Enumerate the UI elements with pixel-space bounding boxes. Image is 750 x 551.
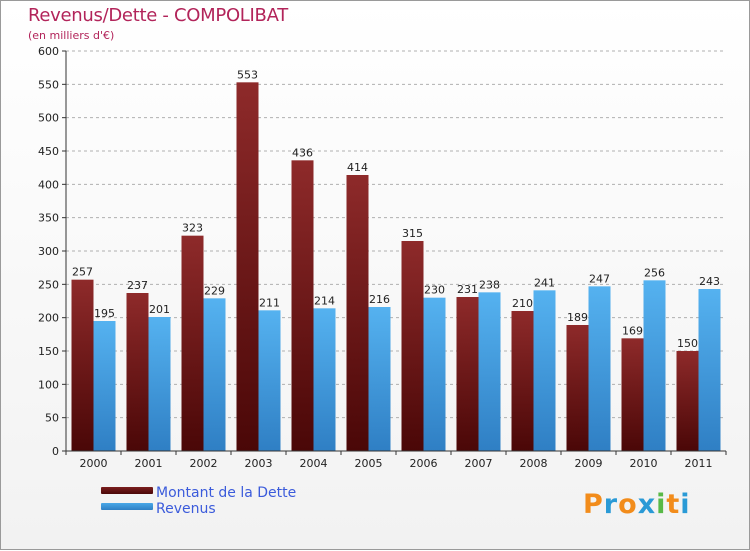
logo-letter: i: [680, 489, 691, 520]
data-label: 315: [402, 227, 423, 240]
bar-revenus: [478, 292, 501, 451]
bar-revenus: [368, 307, 391, 451]
y-tick-label: 100: [38, 378, 59, 391]
data-label: 216: [369, 293, 390, 306]
legend-swatch-dette: [101, 487, 153, 494]
data-label: 211: [259, 296, 280, 309]
data-label: 201: [149, 303, 170, 316]
data-label: 243: [699, 275, 720, 288]
bar-revenus: [258, 310, 281, 451]
logo-letter: P: [583, 489, 604, 520]
bar-dette: [511, 311, 534, 451]
bar-dette: [676, 351, 699, 451]
legend-swatch-revenus: [101, 503, 153, 510]
bar-dette: [181, 235, 204, 451]
data-label: 195: [94, 307, 115, 320]
proxiti-logo: Proxiti: [583, 489, 691, 520]
x-tick-label: 2009: [575, 457, 603, 470]
grid-lines: [66, 50, 726, 419]
y-tick-label: 450: [38, 145, 59, 158]
y-tick-label: 400: [38, 178, 59, 191]
bar-revenus: [148, 317, 171, 451]
y-tick-label: 50: [45, 412, 59, 425]
bar-revenus: [203, 298, 226, 451]
x-tick-label: 2005: [355, 457, 383, 470]
x-tick-label: 2000: [80, 457, 108, 470]
y-tick-label: 300: [38, 245, 59, 258]
bar-dette: [456, 297, 479, 451]
data-label: 257: [72, 266, 93, 279]
x-tick-label: 2006: [410, 457, 438, 470]
data-label: 553: [237, 68, 258, 81]
logo-letter: i: [656, 489, 667, 520]
bar-dette: [566, 325, 589, 451]
bar-dette: [401, 241, 424, 451]
x-tick-label: 2010: [630, 457, 658, 470]
y-tick-label: 0: [52, 445, 59, 458]
data-label: 241: [534, 276, 555, 289]
logo-letter: t: [666, 489, 681, 520]
y-tick-label: 200: [38, 312, 59, 325]
x-tick-label: 2011: [685, 457, 713, 470]
y-tick-label: 150: [38, 345, 59, 358]
data-label: 238: [479, 278, 500, 291]
data-label: 323: [182, 222, 203, 235]
bar-dette: [346, 175, 369, 451]
bar-revenus: [423, 297, 446, 451]
y-tick-label: 250: [38, 278, 59, 291]
data-label: 150: [677, 337, 698, 350]
chart-title: Revenus/Dette - COMPOLIBAT: [28, 5, 288, 26]
bar-dette: [126, 293, 149, 451]
logo-letter: r: [603, 489, 619, 520]
data-label: 414: [347, 161, 368, 174]
bars: [71, 82, 721, 452]
bar-dette: [621, 338, 644, 451]
x-tick-label: 2003: [245, 457, 273, 470]
legend-label-dette: Montant de la Dette: [156, 485, 297, 501]
y-tick-label: 600: [38, 45, 59, 58]
logo-letter: o: [618, 489, 638, 520]
y-tick-label: 350: [38, 212, 59, 225]
data-label: 231: [457, 283, 478, 296]
data-label: 169: [622, 324, 643, 337]
bar-revenus: [588, 286, 611, 451]
data-label: 247: [589, 272, 610, 285]
data-label: 229: [204, 284, 225, 297]
x-tick-label: 2001: [135, 457, 163, 470]
data-label: 230: [424, 284, 445, 297]
bar-dette: [291, 160, 314, 452]
bar-revenus: [698, 289, 721, 451]
axes: 0 50 100 150 200 250 300 350 400 450 500 550 600 2000…: [38, 45, 727, 470]
x-tick-label: 2002: [190, 457, 218, 470]
bar-revenus: [93, 321, 116, 451]
bar-revenus: [533, 290, 556, 451]
bar-revenus: [643, 280, 666, 451]
data-label: 214: [314, 294, 335, 307]
data-label: 189: [567, 311, 588, 324]
data-label: 237: [127, 279, 148, 292]
data-label: 210: [512, 297, 533, 310]
legend-label-revenus: Revenus: [156, 501, 216, 517]
x-tick-label: 2008: [520, 457, 548, 470]
chart-subtitle: (en milliers d'€): [28, 29, 115, 42]
y-tick-label: 500: [38, 112, 59, 125]
data-label: 256: [644, 266, 665, 279]
logo-letter: x: [637, 489, 657, 520]
bar-dette: [236, 82, 259, 451]
data-label: 436: [292, 146, 313, 159]
bar-dette: [71, 279, 94, 451]
x-tick-label: 2004: [300, 457, 328, 470]
x-tick-label: 2007: [465, 457, 493, 470]
bar-revenus: [313, 308, 336, 451]
y-tick-label: 550: [38, 78, 59, 91]
